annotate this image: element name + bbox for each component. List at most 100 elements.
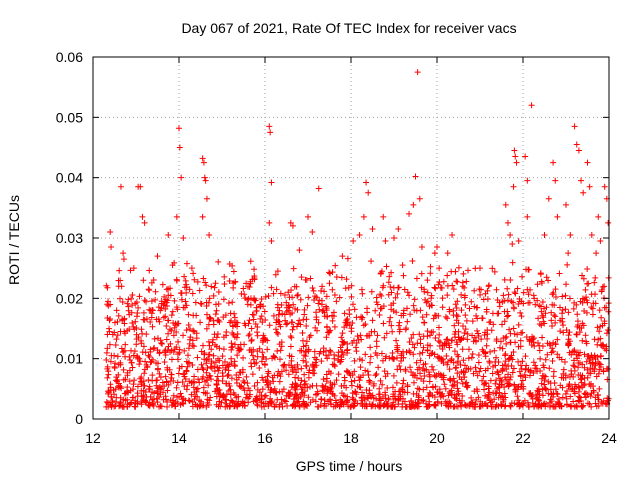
- data-point: [583, 309, 590, 316]
- data-point: [488, 327, 495, 334]
- data-point: [574, 318, 581, 325]
- data-point: [157, 391, 164, 398]
- data-point: [360, 213, 367, 220]
- data-point: [219, 377, 226, 384]
- data-point: [309, 361, 316, 368]
- data-point: [487, 348, 494, 355]
- data-point: [343, 320, 350, 327]
- data-point: [422, 400, 429, 407]
- data-point: [381, 334, 388, 341]
- data-point: [289, 222, 296, 229]
- data-point: [104, 331, 111, 338]
- data-point: [145, 352, 152, 359]
- data-point: [292, 402, 299, 409]
- data-point: [277, 323, 284, 330]
- data-point: [316, 297, 323, 304]
- data-point: [280, 362, 287, 369]
- data-point: [163, 323, 170, 330]
- data-point: [298, 365, 305, 372]
- data-point: [251, 266, 258, 273]
- data-point: [424, 403, 431, 410]
- data-point: [507, 276, 514, 283]
- data-point: [406, 338, 413, 345]
- data-point: [124, 372, 131, 379]
- data-point: [189, 337, 196, 344]
- data-point: [261, 308, 268, 315]
- data-point: [150, 402, 157, 409]
- data-point: [431, 372, 438, 379]
- data-point: [545, 277, 552, 284]
- data-point: [321, 288, 328, 295]
- data-point: [404, 381, 411, 388]
- data-point: [395, 225, 402, 232]
- data-point: [344, 399, 351, 406]
- data-point: [485, 283, 492, 290]
- data-point: [410, 379, 417, 386]
- data-point: [215, 258, 222, 265]
- data-point: [575, 371, 582, 378]
- data-point: [505, 363, 512, 370]
- data-point: [220, 334, 227, 341]
- data-point: [276, 311, 283, 318]
- data-point: [492, 358, 499, 365]
- data-point: [481, 331, 488, 338]
- data-point: [586, 183, 593, 190]
- data-point: [580, 382, 587, 389]
- data-point: [599, 283, 606, 290]
- data-point: [409, 257, 416, 264]
- data-point: [423, 311, 430, 318]
- data-point: [517, 309, 524, 316]
- data-point: [348, 282, 355, 289]
- data-point: [475, 330, 482, 337]
- data-point: [374, 301, 381, 308]
- data-point: [546, 340, 553, 347]
- data-point: [399, 262, 406, 269]
- data-point: [351, 306, 358, 313]
- data-point: [325, 352, 332, 359]
- data-point: [538, 303, 545, 310]
- data-point: [205, 382, 212, 389]
- data-points: [103, 69, 612, 410]
- data-point: [327, 370, 334, 377]
- data-point: [579, 272, 586, 279]
- data-point: [343, 367, 350, 374]
- data-point: [387, 283, 394, 290]
- data-point: [277, 347, 284, 354]
- data-point: [173, 304, 180, 311]
- data-point: [247, 301, 254, 308]
- data-point: [411, 307, 418, 314]
- data-point: [552, 313, 559, 320]
- x-tick-label: 12: [85, 430, 101, 446]
- data-point: [191, 379, 198, 386]
- data-point: [587, 393, 594, 400]
- data-point: [541, 231, 548, 238]
- data-point: [146, 399, 153, 406]
- data-point: [186, 398, 193, 405]
- data-point: [173, 328, 180, 335]
- data-point: [393, 337, 400, 344]
- data-point: [205, 338, 212, 345]
- data-point: [413, 390, 420, 397]
- data-point: [126, 378, 133, 385]
- data-point: [511, 289, 518, 296]
- grid-lines: [93, 57, 609, 419]
- data-point: [307, 332, 314, 339]
- data-point: [219, 362, 226, 369]
- data-point: [330, 313, 337, 320]
- data-point: [302, 402, 309, 409]
- data-point: [229, 299, 236, 306]
- data-point: [579, 320, 586, 327]
- data-point: [111, 319, 118, 326]
- data-point: [390, 372, 397, 379]
- data-point: [254, 402, 261, 409]
- data-point: [314, 388, 321, 395]
- data-point: [254, 401, 261, 408]
- data-point: [341, 374, 348, 381]
- data-point: [589, 305, 596, 312]
- data-point: [310, 287, 317, 294]
- data-point: [170, 377, 177, 384]
- data-point: [138, 326, 145, 333]
- data-point: [211, 284, 218, 291]
- data-point: [208, 358, 215, 365]
- data-point: [436, 279, 443, 286]
